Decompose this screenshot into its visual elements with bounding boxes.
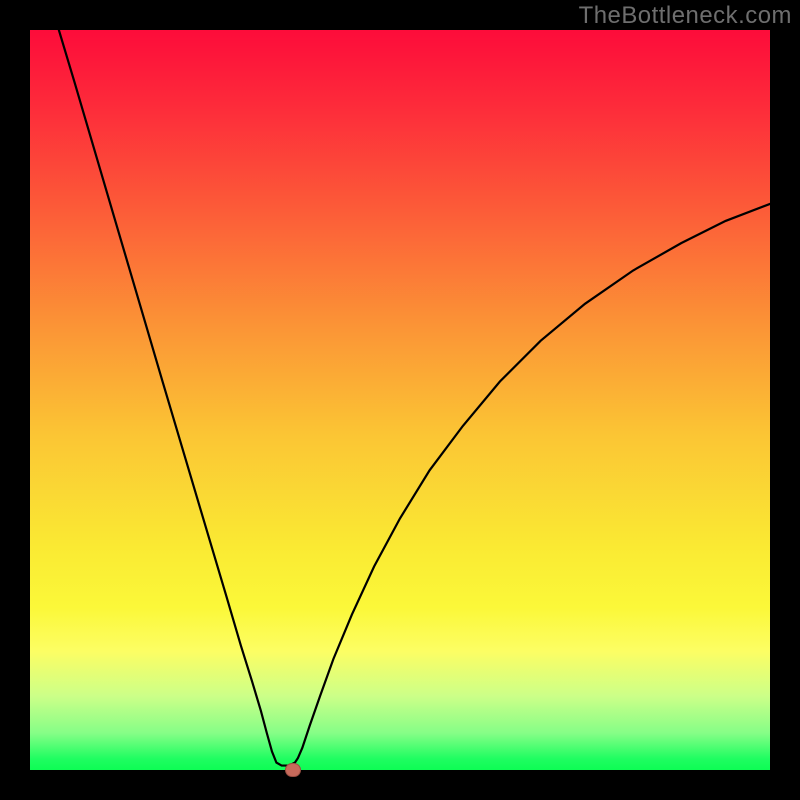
heat-gradient-background [30,30,770,770]
plot-area [30,30,770,770]
chart-wrapper: TheBottleneck.com [0,0,800,800]
optimum-marker [285,763,301,777]
watermark-text: TheBottleneck.com [579,2,792,30]
